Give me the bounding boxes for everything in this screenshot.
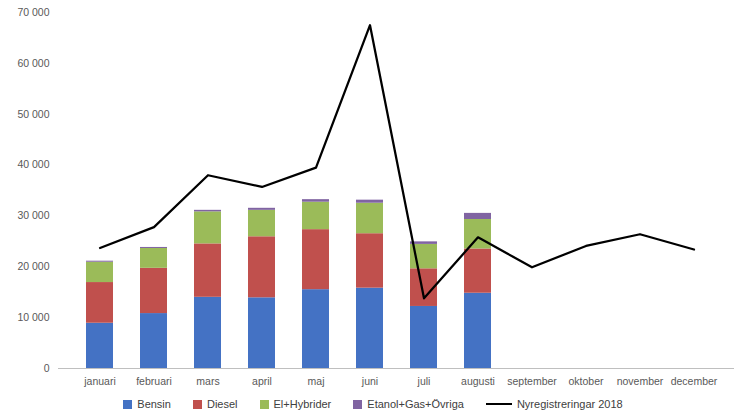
- svg-text:september: september: [507, 375, 557, 387]
- svg-text:10 000: 10 000: [17, 311, 49, 323]
- svg-text:januari: januari: [83, 375, 116, 387]
- svg-text:30 000: 30 000: [17, 209, 49, 221]
- svg-text:40 000: 40 000: [17, 158, 49, 170]
- html-text:El+Hybrider: El+Hybrider: [273, 398, 332, 410]
- svg-text:juni: juni: [361, 375, 378, 387]
- svg-text:mars: mars: [196, 375, 219, 387]
- html-text:Nyregistreringar 2018: Nyregistreringar 2018: [516, 398, 623, 410]
- svg-text:december: december: [671, 375, 718, 387]
- html-text:Diesel: Diesel: [206, 398, 238, 410]
- svg-text:november: november: [617, 375, 664, 387]
- svg-text:70 000: 70 000: [17, 6, 49, 18]
- html-text:Etanol+Gas+Övriga: Etanol+Gas+Övriga: [367, 398, 464, 410]
- svg-text:juli: juli: [417, 375, 431, 387]
- svg-text:0: 0: [44, 362, 50, 374]
- svg-text:oktober: oktober: [568, 375, 604, 387]
- svg-text:60 000: 60 000: [17, 57, 49, 69]
- html-text:Bensin: Bensin: [137, 398, 171, 410]
- svg-text:april: april: [252, 375, 272, 387]
- svg-text:50 000: 50 000: [17, 108, 49, 120]
- svg-text:augusti: augusti: [461, 375, 495, 387]
- svg-text:maj: maj: [308, 375, 325, 387]
- svg-text:februari: februari: [136, 375, 172, 387]
- svg-text:20 000: 20 000: [17, 260, 49, 272]
